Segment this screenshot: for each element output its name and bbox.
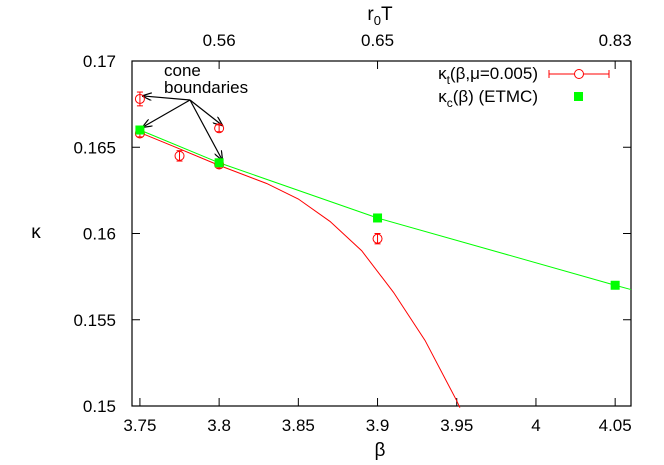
y-tick-label: 0.165 [73,138,116,157]
data-points [134,91,620,290]
x-tick-label: 3.75 [123,416,156,435]
annotation-arrow [189,99,222,160]
legend-marker-series-1 [548,69,610,79]
top-axis-label: r0T [367,4,393,28]
top-tick-label: 0.56 [203,31,236,50]
data-point-series-2 [373,213,383,223]
legend-marker-series-2 [574,92,583,101]
y-axis-label: κ [31,222,41,243]
x-axis-ticks: 3.75 3.8 3.85 3.9 3.95 4 4.05 [123,398,632,435]
y-tick-label: 0.15 [83,397,116,416]
legend-label-series-1: κt(β,μ=0.005) [438,64,538,87]
y-tick-label: 0.16 [83,225,116,244]
x-tick-label: 4 [531,416,540,435]
x-tick-label: 3.85 [282,416,315,435]
data-point-series-1 [134,91,145,107]
annotation-arrow [143,99,191,127]
fit-curves [139,129,632,408]
data-point-series-1 [372,233,383,245]
x-axis-label: β [375,440,386,461]
top-tick-label: 0.83 [599,31,632,50]
data-point-series-2 [135,125,145,135]
x-tick-label: 3.9 [366,416,390,435]
point-marker [134,93,145,104]
top-axis-ticks: 0.56 0.65 0.83 [203,31,632,69]
fit-curve-series-2 [139,129,632,291]
x-tick-label: 3.95 [440,416,473,435]
data-point-series-1 [214,123,225,134]
x-tick-label: 3.8 [207,416,231,435]
annotation-arrow [189,99,222,125]
y-tick-label: 0.17 [83,52,116,71]
y-tick-label: 0.155 [73,311,116,330]
annotation-arrow [143,96,191,100]
data-point-series-2 [610,280,620,290]
annotation: cone boundaries [164,61,248,97]
point-marker [214,123,225,134]
data-point-series-2 [214,158,224,168]
point-marker [174,150,185,161]
annotation-arrows [143,96,222,160]
top-tick-label: 0.65 [361,31,394,50]
y-axis-ticks: 0.15 0.155 0.16 0.165 0.17 [73,52,631,416]
annotation-line-2: boundaries [164,78,248,97]
data-point-series-1 [174,150,185,162]
point-marker [372,233,383,244]
annotation-line-1: cone [164,61,201,80]
legend-label-series-2: κc(β) (ETMC) [438,87,538,110]
x-tick-label: 4.05 [599,416,632,435]
fit-curve-series-1 [139,132,461,408]
legend: κt(β,μ=0.005) κc(β) (ETMC) [438,64,610,110]
